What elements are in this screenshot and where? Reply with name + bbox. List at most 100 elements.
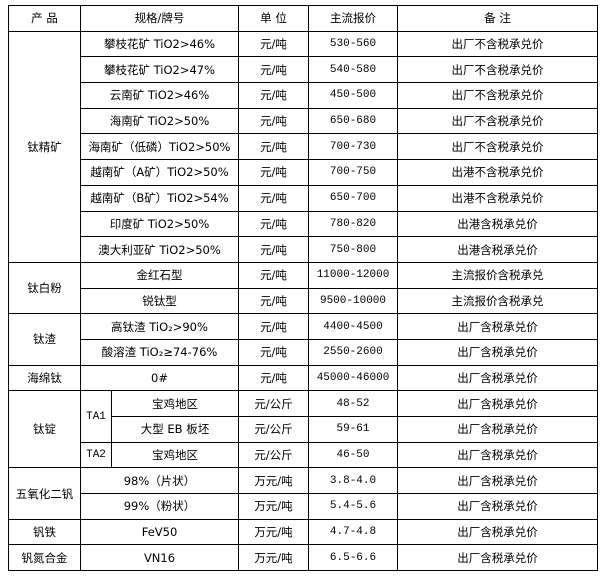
spec-cell: 印度矿 TiO2>50% [80, 210, 239, 238]
unit-cell: 元/吨 [238, 287, 309, 315]
price-cell: 6.5-6.6 [308, 544, 398, 572]
table-row: 钒氮合金 VN16 万元/吨 6.5-6.6 出厂含税承兑价 [8, 544, 598, 572]
price-cell: 45000-46000 [308, 364, 398, 392]
table-row: 锐钛型 元/吨 9500-10000 主流报价含税承兑 [9, 287, 598, 315]
price-cell: 540-580 [308, 56, 398, 84]
spec-cell: 越南矿（B矿）TiO2>54% [80, 184, 239, 212]
spec-cell: 锐钛型 [80, 287, 239, 315]
table-row: 钒铁 FeV50 万元/吨 4.7-4.8 出厂含税承兑价 [8, 518, 598, 546]
note-cell: 出厂含税承兑价 [397, 338, 598, 366]
spec-cell: 0# [80, 364, 239, 392]
table-row: 海南矿（低磷）TiO2>50% 元/吨 700-730 出厂不含税承兑价 [9, 133, 598, 161]
table-row: 钛渣 高钛渣 TiO₂>90% 元/吨 4400-4500 出厂含税承兑价 [8, 313, 598, 366]
note-cell: 出厂含税承兑价 [397, 441, 598, 469]
price-table: 产 品 规格/牌号 单 位 主流报价 备 注 钛精矿 攀枝花矿 TiO2>46% 元… [8, 5, 598, 572]
unit-cell: 元/吨 [238, 159, 309, 186]
table-body: 钛精矿 攀枝花矿 TiO2>46% 元/吨 530-560 出厂不含税承兑价 攀枝花矿 T… [8, 30, 598, 572]
price-cell: 46-50 [308, 441, 398, 469]
note-cell: 出厂含税承兑价 [397, 364, 598, 392]
note-cell: 出港含税承兑价 [397, 210, 598, 238]
header-spec: 规格/牌号 [80, 5, 239, 32]
unit-cell: 元/吨 [238, 133, 309, 161]
price-cell: 11000-12000 [308, 261, 398, 289]
unit-cell: 万元/吨 [238, 467, 309, 495]
unit-cell: 元/吨 [238, 210, 309, 238]
unit-cell: 万元/吨 [238, 544, 309, 572]
unit-cell: 元/吨 [238, 82, 309, 109]
price-cell: 3.8-4.0 [308, 467, 398, 495]
product-cell: 钛渣 [8, 313, 81, 366]
note-cell: 出厂含税承兑价 [397, 518, 598, 546]
grade-cell: TA2 [80, 441, 112, 469]
price-cell: 650-680 [308, 107, 398, 135]
table-row: 99%（粉状） 万元/吨 5.4-5.6 出厂含税承兑价 [9, 493, 598, 520]
unit-cell: 万元/吨 [238, 493, 309, 520]
price-cell: 530-560 [308, 30, 398, 58]
note-cell: 出厂不含税承兑价 [397, 107, 598, 135]
price-cell: 780-820 [308, 210, 398, 238]
table-row: TA2 宝鸡地区 元/公斤 46-50 出厂含税承兑价 [9, 441, 598, 469]
price-cell: 4.7-4.8 [308, 518, 398, 546]
note-cell: 出港不含税承兑价 [397, 184, 598, 212]
product-cell: 五氧化二钒 [8, 467, 81, 520]
header-row: 产 品 规格/牌号 单 位 主流报价 备 注 [8, 5, 598, 32]
table-row: 云南矿 TiO2>46% 元/吨 450-500 出厂不含税承兑价 [9, 82, 598, 109]
spec-cell: 攀枝花矿 TiO2>46% [80, 30, 239, 58]
spec-cell: 云南矿 TiO2>46% [80, 82, 239, 109]
product-cell: 海绵钛 [8, 364, 81, 392]
header-price: 主流报价 [308, 5, 398, 32]
note-cell: 出厂含税承兑价 [397, 467, 598, 495]
table-row: 海南矿 TiO2>50% 元/吨 650-680 出厂不含税承兑价 [9, 107, 598, 135]
spec-cell: VN16 [80, 544, 239, 572]
price-cell: 450-500 [308, 82, 398, 109]
unit-cell: 元/吨 [238, 261, 309, 289]
price-cell: 650-700 [308, 184, 398, 212]
unit-cell: 元/吨 [238, 236, 309, 263]
spec-cell: 攀枝花矿 TiO2>47% [80, 56, 239, 84]
product-cell: 钒铁 [8, 518, 81, 546]
price-cell: 5.4-5.6 [308, 493, 398, 520]
table-row: 钛锭 TA1 宝鸡地区 元/公斤 48-52 出厂含税承兑价 [8, 390, 598, 469]
spec-cell: 海南矿（低磷）TiO2>50% [80, 133, 239, 161]
unit-cell: 元/吨 [238, 338, 309, 366]
price-cell: 4400-4500 [308, 313, 398, 340]
note-cell: 出厂含税承兑价 [397, 390, 598, 417]
unit-cell: 元/公斤 [238, 441, 309, 469]
note-cell: 出厂不含税承兑价 [397, 82, 598, 109]
note-cell: 出厂含税承兑价 [397, 544, 598, 572]
unit-cell: 元/吨 [238, 56, 309, 84]
header-note: 备 注 [397, 5, 598, 32]
table-row: 攀枝花矿 TiO2>47% 元/吨 540-580 出厂不含税承兑价 [9, 56, 598, 84]
price-cell: 2550-2600 [308, 338, 398, 366]
unit-cell: 元/吨 [238, 184, 309, 212]
table-row: 印度矿 TiO2>50% 元/吨 780-820 出港含税承兑价 [9, 210, 598, 238]
header-unit: 单 位 [238, 5, 309, 32]
unit-cell: 元/吨 [238, 313, 309, 340]
note-cell: 出港含税承兑价 [397, 236, 598, 263]
product-cell: 钛白粉 [8, 261, 81, 315]
note-cell: 出港不含税承兑价 [397, 159, 598, 186]
spec-cell: 宝鸡地区 [111, 390, 239, 417]
grade-cell: TA1 [80, 390, 112, 443]
unit-cell: 元/吨 [238, 30, 309, 58]
price-cell: 700-730 [308, 133, 398, 161]
spec-cell: 酸溶渣 TiO₂≥74-76% [80, 338, 239, 366]
table-row: 越南矿（B矿）TiO2>54% 元/吨 650-700 出港不含税承兑价 [9, 184, 598, 212]
unit-cell: 元/公斤 [238, 390, 309, 417]
note-cell: 出厂不含税承兑价 [397, 30, 598, 58]
product-cell: 钛精矿 [8, 30, 81, 263]
note-cell: 出厂含税承兑价 [397, 416, 598, 443]
unit-cell: 元/公斤 [238, 416, 309, 443]
table-row: 海绵钛 0# 元/吨 45000-46000 出厂含税承兑价 [8, 364, 598, 392]
table-row: 五氧化二钒 98%（片状） 万元/吨 3.8-4.0 出厂含税承兑价 [8, 467, 598, 520]
price-cell: 9500-10000 [308, 287, 398, 315]
note-cell: 出厂含税承兑价 [397, 313, 598, 340]
spec-cell: 大型 EB 板坯 [111, 416, 239, 443]
product-cell: 钛锭 [8, 390, 81, 469]
price-cell: 59-61 [308, 416, 398, 443]
unit-cell: 元/吨 [238, 107, 309, 135]
note-cell: 出厂不含税承兑价 [397, 56, 598, 84]
header-product: 产 品 [8, 5, 81, 32]
product-cell: 钒氮合金 [8, 544, 81, 572]
spec-cell: 金红石型 [80, 261, 239, 289]
